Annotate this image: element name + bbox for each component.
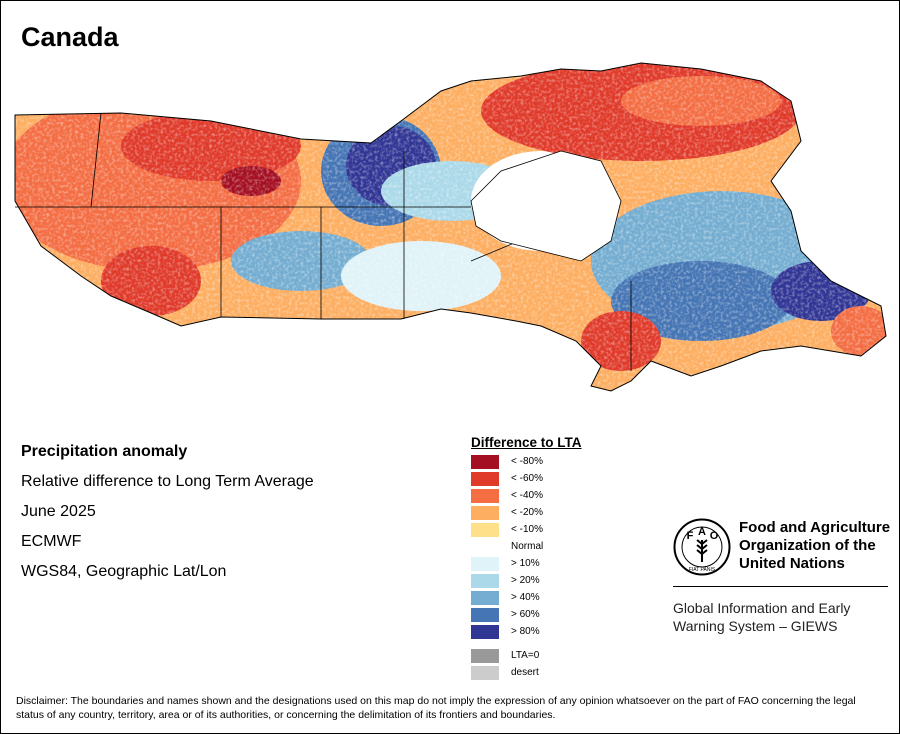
fao-logo: F A O FIAT PANIS [673,518,731,576]
map-source: ECMWF [21,533,82,550]
map-info: Precipitation anomaly Relative differenc… [21,441,314,591]
legend-swatch [471,506,499,520]
legend-item: < -40% [471,488,651,505]
legend-swatch [471,523,499,537]
divider [673,586,888,587]
legend-title: Difference to LTA [471,435,582,450]
fao-name: Food and Agriculture Organization of the… [739,519,899,573]
legend-wet-classes: > 10% > 20% > 40% > 60% > 80% [471,556,651,641]
legend-label: < -20% [511,507,543,518]
legend-item: < -60% [471,471,651,488]
legend-label: > 20% [511,575,540,586]
legend-item: > 10% [471,556,651,573]
legend-label: desert [511,667,539,678]
legend-other-classes: LTA=0 desert [471,648,651,682]
svg-text:O: O [710,530,719,542]
legend-swatch [471,489,499,503]
map-projection: WGS84, Geographic Lat/Lon [21,563,227,580]
legend-swatch [471,472,499,486]
legend-label: Normal [511,541,544,552]
giews-line: Global Information and Early [673,600,851,616]
legend-swatch [471,455,499,469]
giews-line: Warning System – GIEWS [673,618,838,634]
fao-name-line: Food and Agriculture [739,519,891,536]
legend-label: < -60% [511,473,543,484]
legend-label: > 80% [511,626,540,637]
legend-swatch [471,608,499,622]
fao-name-line: Organization of the [739,537,876,554]
giews-name: Global Information and Early Warning Sys… [673,599,893,635]
legend-item: < -20% [471,505,651,522]
legend-dry-classes: < -80% < -60% < -40% < -20% < -10% [471,454,651,539]
legend-item: > 40% [471,590,651,607]
map-subject: Precipitation anomaly [21,443,188,460]
disclaimer: Disclaimer: The boundaries and names sho… [16,695,856,721]
legend-swatch [471,591,499,605]
legend-item: < -80% [471,454,651,471]
legend-item: < -10% [471,522,651,539]
legend-item: > 20% [471,573,651,590]
legend-swatch [471,625,499,639]
legend-item: > 60% [471,607,651,624]
legend-swatch [471,557,499,571]
legend-label: LTA=0 [511,650,540,661]
legend-label: > 60% [511,609,540,620]
legend-swatch [471,574,499,588]
legend-label: > 10% [511,558,540,569]
map-description: Relative difference to Long Term Average [21,473,314,490]
legend-item: desert [471,665,651,682]
precipitation-anomaly-map [14,62,887,392]
legend-label: > 40% [511,592,540,603]
legend: Difference to LTA < -80% < -60% < -40% < -2… [471,435,651,682]
legend-label: < -80% [511,456,543,467]
legend-label: < -10% [511,524,543,535]
map-period: June 2025 [21,503,96,520]
fao-name-line: United Nations [739,555,845,572]
legend-swatch [471,666,499,680]
svg-text:FIAT PANIS: FIAT PANIS [689,567,716,573]
legend-item-normal: Normal [471,539,651,556]
legend-label: < -40% [511,490,543,501]
map-title: Canada [21,22,119,52]
svg-text:A: A [698,526,706,538]
legend-item: LTA=0 [471,648,651,665]
legend-item: > 80% [471,624,651,641]
legend-swatch [471,649,499,663]
svg-text:F: F [687,530,694,542]
